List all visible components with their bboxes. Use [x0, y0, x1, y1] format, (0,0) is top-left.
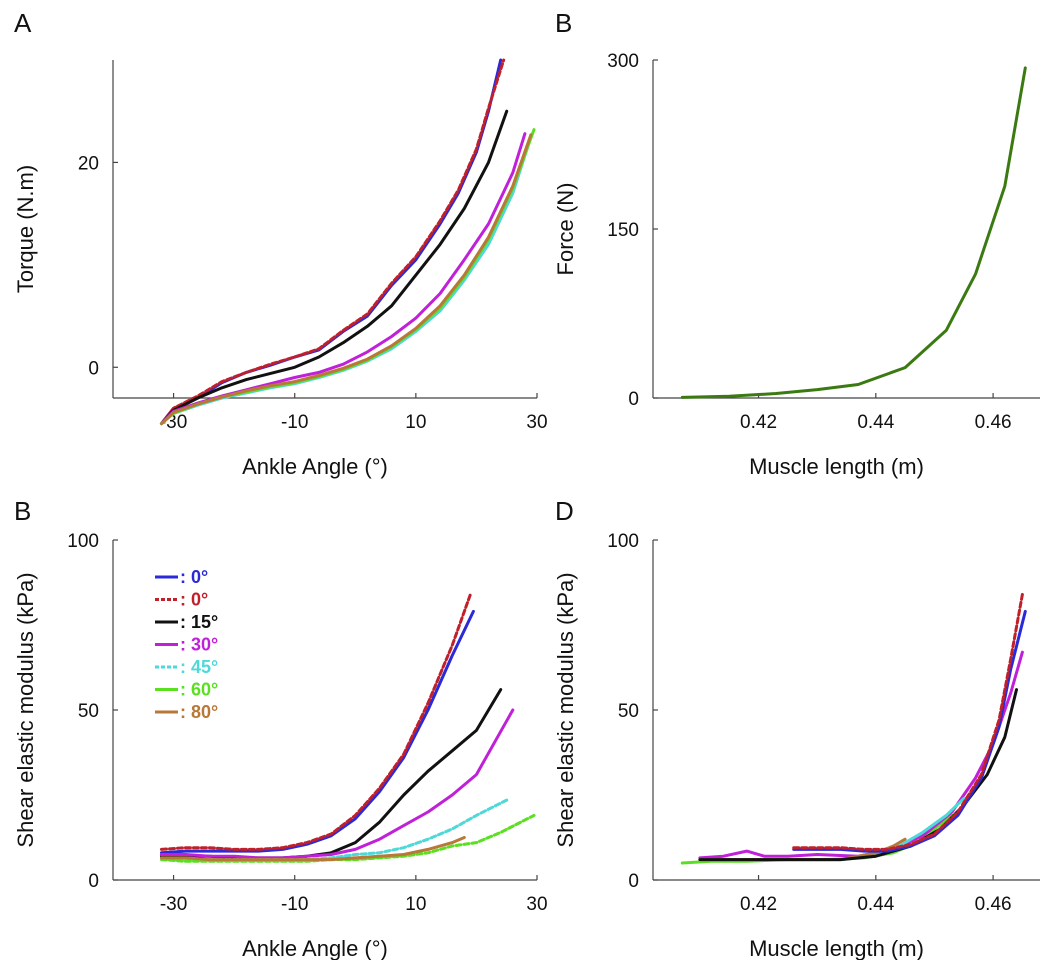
- chart-c-y-tick-label: 300: [607, 51, 639, 72]
- chart-d-x-tick-label: 0.46: [975, 894, 1012, 915]
- chart-b-series-30: [160, 708, 515, 860]
- panel-letter-b-bottom: B: [14, 496, 31, 526]
- legend-label-0-solid: : 0°: [180, 567, 208, 587]
- chart-modulus-vs-length: 0.42 0.44 0.46 0 50 100 Muscle length (m) Shear…: [553, 531, 1040, 960]
- chart-a-x-tick-label: 10: [405, 412, 426, 433]
- legend-label-80: : 80°: [180, 702, 218, 722]
- legend-label-60: : 60°: [180, 680, 218, 700]
- chart-d-y-axis-label: Shear elastic modulus (kPa): [553, 572, 578, 847]
- chart-b-y-tick-label: 100: [67, 531, 99, 552]
- chart-d-x-tick-label: 0.44: [857, 894, 894, 915]
- panel-letter-a: A: [14, 8, 32, 38]
- chart-d-series-0-solid: [792, 609, 1027, 853]
- chart-b-y-axis-label: Shear elastic modulus (kPa): [13, 572, 38, 847]
- chart-a-y-tick-label: 20: [78, 153, 99, 174]
- chart-a-series-30: [160, 132, 527, 426]
- chart-c-x-tick-label: 0.46: [975, 412, 1012, 433]
- chart-c-y-tick-label: 0: [628, 389, 639, 410]
- chart-c-series-force: [680, 66, 1027, 399]
- chart-b-y-tick-label: 0: [88, 871, 99, 892]
- chart-a-series-15: [160, 109, 509, 426]
- chart-a-x-axis-label: Ankle Angle (°): [242, 454, 388, 479]
- chart-b-x-axis-label: Ankle Angle (°): [242, 936, 388, 960]
- chart-modulus-vs-angle: -30 -10 10 30 0 50 100 Ankle Angle (°) Shear ela…: [13, 531, 548, 960]
- chart-force-vs-length: 0.42 0.44 0.46 0 150 300 Muscle length (m) Forc…: [553, 51, 1040, 479]
- panel-letter-d: D: [555, 496, 574, 526]
- chart-d-y-tick-label: 50: [618, 701, 639, 722]
- chart-a-series-80: [160, 133, 533, 426]
- chart-a-series-60: [160, 128, 536, 426]
- chart-d-x-tick-label: 0.42: [740, 894, 777, 915]
- chart-a-series-45: [160, 135, 533, 426]
- chart-b-series-0-solid: [160, 609, 475, 855]
- chart-b-x-tick-label: 10: [405, 894, 426, 915]
- chart-b-x-tick-label: -10: [281, 894, 308, 915]
- chart-d-x-axis-label: Muscle length (m): [749, 936, 924, 960]
- legend-label-0-dashed: : 0°: [180, 590, 208, 610]
- chart-b-series-0-dashed: [160, 592, 472, 851]
- chart-c-y-axis-label: Force (N): [553, 183, 578, 276]
- chart-a-y-tick-label: 0: [88, 358, 99, 379]
- chart-d-y-tick-label: 100: [607, 531, 639, 552]
- panel-letter-b-top: B: [555, 8, 572, 38]
- chart-a-x-tick-label: -10: [281, 412, 308, 433]
- chart-b-y-tick-label: 50: [78, 701, 99, 722]
- chart-c-x-axis-label: Muscle length (m): [749, 454, 924, 479]
- chart-d-series-0-dashed: [792, 592, 1024, 851]
- chart-b-x-tick-label: -30: [160, 894, 187, 915]
- legend-label-30: : 30°: [180, 635, 218, 655]
- chart-b-series-80: [160, 836, 466, 862]
- legend-label-15: : 15°: [180, 612, 218, 632]
- chart-c-x-tick-label: 0.44: [857, 412, 894, 433]
- chart-a-x-tick-label: 30: [526, 412, 547, 433]
- chart-d-series-15: [698, 688, 1018, 862]
- chart-a-y-axis-label: Torque (N.m): [13, 165, 38, 293]
- chart-d-y-tick-label: 0: [628, 871, 639, 892]
- chart-b-x-tick-label: 30: [526, 894, 547, 915]
- chart-c-y-tick-label: 150: [607, 220, 639, 241]
- chart-c-x-tick-label: 0.42: [740, 412, 777, 433]
- chart-d-series-30: [698, 650, 1024, 860]
- legend-label-45: : 45°: [180, 657, 218, 677]
- chart-a-series-0-dashed: [160, 58, 506, 426]
